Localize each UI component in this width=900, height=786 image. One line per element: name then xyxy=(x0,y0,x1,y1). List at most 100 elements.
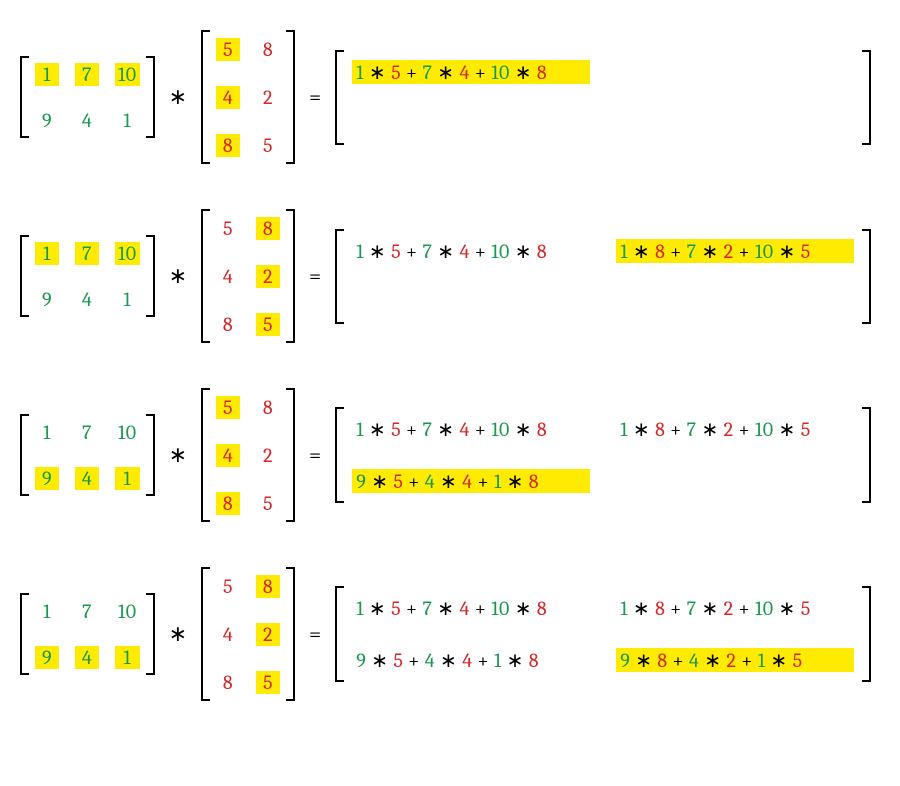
matB-cell: 8 xyxy=(216,313,240,336)
matrix: 1710941 xyxy=(20,235,155,317)
matrix-cells: 17 10 941 xyxy=(29,593,146,675)
matrix: 584285 xyxy=(201,30,295,164)
matB-cell: 5 xyxy=(256,492,280,515)
matA-cell: 10 xyxy=(115,242,140,265)
multiply-symbol: ∗ xyxy=(155,621,201,647)
multiply-symbol: ∗ xyxy=(155,263,201,289)
matA-cell: 10 xyxy=(115,600,140,623)
matB-cell: 5 xyxy=(216,396,240,419)
matrix: 584285 xyxy=(201,209,295,343)
matrix: 584285 xyxy=(201,388,295,522)
matB-cell: 4 xyxy=(216,623,240,646)
matA-cell: 1 xyxy=(35,63,59,86)
matA-cell: 1 xyxy=(115,288,140,311)
matB-cell: 8 xyxy=(256,217,280,240)
matrix: 584285 xyxy=(201,567,295,701)
matB-cell: 8 xyxy=(256,38,280,61)
bracket-right xyxy=(146,56,155,138)
matA-cell: 1 xyxy=(35,242,59,265)
matrix-cells: 1 ∗ 5 + 7 ∗ 4 + 10 ∗ 8 1 ∗ 8 + 7 ∗ 2 + 10… xyxy=(344,229,862,324)
equals-symbol: = xyxy=(295,621,335,647)
matB-cell: 2 xyxy=(256,86,280,109)
matA-cell: 4 xyxy=(75,109,99,132)
bracket-left xyxy=(201,388,210,522)
matB-cell: 2 xyxy=(256,444,280,467)
matA-cell: 7 xyxy=(75,600,99,623)
matB-cell: 4 xyxy=(216,444,240,467)
matrix: 1 ∗ 5 + 7 ∗ 4 + 10 ∗ 8 1 ∗ 8 + 7 ∗ 2 + 10… xyxy=(335,229,871,324)
bracket-right xyxy=(146,593,155,675)
matA-cell: 10 xyxy=(115,63,140,86)
matA-cell: 7 xyxy=(75,421,99,444)
matrix-cells: 1710941 xyxy=(29,56,146,138)
result-expr: 1 ∗ 5 + 7 ∗ 4 + 10 ∗ 8 xyxy=(352,417,590,441)
multiply-symbol: ∗ xyxy=(155,442,201,468)
result-expr: 9 ∗ 5 + 4 ∗ 4 + 1 ∗ 8 xyxy=(352,648,590,672)
result-expr: 1 ∗ 5 + 7 ∗ 4 + 10 ∗ 8 xyxy=(352,596,590,620)
matrix-cells: 1 ∗ 5 + 7 ∗ 4 + 10 ∗ 8 1 ∗ 8 + 7 ∗ 2 + 10… xyxy=(344,586,862,682)
equals-symbol: = xyxy=(295,263,335,289)
equals-symbol: = xyxy=(295,84,335,110)
result-empty xyxy=(352,112,590,135)
result-empty xyxy=(616,291,854,314)
matA-cell: 7 xyxy=(75,242,99,265)
result-expr: 1 ∗ 8 + 7 ∗ 2 + 10 ∗ 5 xyxy=(616,417,854,441)
result-expr: 1 ∗ 5 + 7 ∗ 4 + 10 ∗ 8 xyxy=(352,239,590,263)
result-empty xyxy=(616,60,854,83)
matrix-cells: 1 ∗ 5 + 7 ∗ 4 + 10 ∗ 8 1 ∗ 8 + 7 ∗ 2 + 10… xyxy=(344,407,862,503)
matB-cell: 4 xyxy=(216,265,240,288)
matB-cell: 8 xyxy=(256,575,280,598)
result-expr: 1 ∗ 8 + 7 ∗ 2 + 10 ∗ 5 xyxy=(616,596,854,620)
matA-cell: 9 xyxy=(35,646,59,669)
matB-cell: 5 xyxy=(256,313,280,336)
step-4: 1710941 ∗ 584285 = 1 ∗ 5 + 7 ∗ 4 + 10 ∗ … xyxy=(20,567,880,701)
result-expr: 9 ∗ 5 + 4 ∗ 4 + 1 ∗ 8 xyxy=(352,469,590,493)
matA-cell: 4 xyxy=(75,646,99,669)
matB-cell: 4 xyxy=(216,86,240,109)
bracket-left xyxy=(20,414,29,496)
matrix-cells: 1710941 xyxy=(29,414,146,496)
matrix: 1 ∗ 5 + 7 ∗ 4 + 10 ∗ 8 1 ∗ 8 + 7 ∗ 2 + 10… xyxy=(335,586,871,682)
step-2: 1710941 ∗ 584285 = 1 ∗ 5 + 7 ∗ 4 + 10 ∗ … xyxy=(20,209,880,343)
result-empty xyxy=(352,291,590,314)
equals-symbol: = xyxy=(295,442,335,468)
matrix-cells: 584285 xyxy=(210,209,286,343)
matB-cell: 8 xyxy=(256,396,280,419)
bracket-left xyxy=(335,407,344,503)
matB-cell: 8 xyxy=(216,492,240,515)
bracket-left xyxy=(201,209,210,343)
result-expr: 1 ∗ 5 + 7 ∗ 4 + 10 ∗ 8 xyxy=(352,60,590,84)
result-expr: 1 ∗ 8 + 7 ∗ 2 + 10 ∗ 5 xyxy=(616,239,854,263)
bracket-left xyxy=(335,229,344,324)
bracket-right xyxy=(862,407,871,503)
matrix-cells: 584285 xyxy=(210,388,286,522)
bracket-right xyxy=(146,235,155,317)
bracket-right xyxy=(862,586,871,682)
matrix-cells: 1710941 xyxy=(29,235,146,317)
matA-cell: 1 xyxy=(35,600,59,623)
step-1: 1710941 ∗ 584285 = 1 ∗ 5 + 7 ∗ 4 + 10 ∗ … xyxy=(20,30,880,164)
matrix: 17 10 941 xyxy=(20,593,155,675)
step-3: 1710941 ∗ 584285 = 1 ∗ 5 + 7 ∗ 4 + 10 ∗ … xyxy=(20,388,880,522)
matB-cell: 5 xyxy=(256,671,280,694)
matA-cell: 9 xyxy=(35,467,59,490)
matrix-cells: 1 ∗ 5 + 7 ∗ 4 + 10 ∗ 8 xyxy=(344,50,862,145)
matrix: 1710941 xyxy=(20,414,155,496)
bracket-right xyxy=(862,229,871,324)
matrix: 1 ∗ 5 + 7 ∗ 4 + 10 ∗ 8 xyxy=(335,50,871,145)
bracket-right xyxy=(286,209,295,343)
bracket-left xyxy=(335,586,344,682)
matrix: 1 ∗ 5 + 7 ∗ 4 + 10 ∗ 8 1 ∗ 8 + 7 ∗ 2 + 10… xyxy=(335,407,871,503)
matrix: 1710941 xyxy=(20,56,155,138)
matA-cell: 4 xyxy=(75,288,99,311)
matB-cell: 5 xyxy=(256,134,280,157)
bracket-right xyxy=(862,50,871,145)
bracket-left xyxy=(20,56,29,138)
matB-cell: 8 xyxy=(216,134,240,157)
matrix-cells: 584285 xyxy=(210,567,286,701)
matA-cell: 1 xyxy=(115,109,140,132)
matA-cell: 1 xyxy=(115,646,140,669)
multiply-symbol: ∗ xyxy=(155,84,201,110)
bracket-right xyxy=(286,388,295,522)
matA-cell: 7 xyxy=(75,63,99,86)
